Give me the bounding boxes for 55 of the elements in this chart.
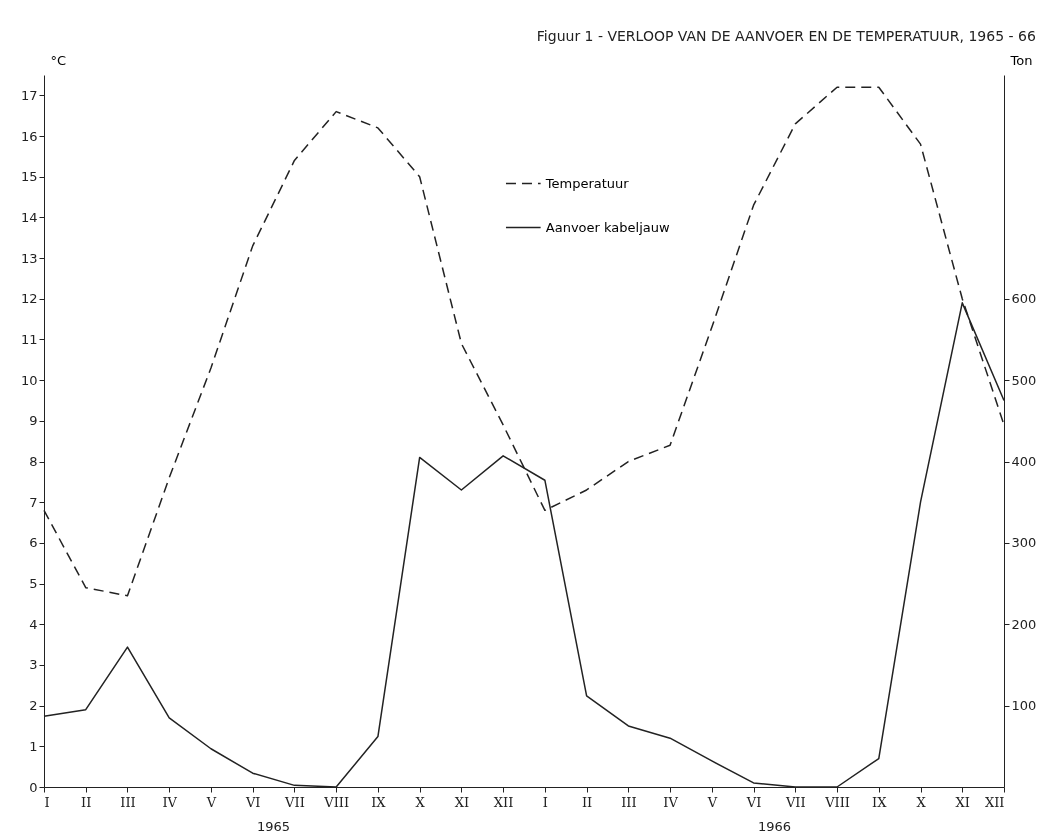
x-tick-label: XI [454, 794, 470, 810]
x-tick-label: X [415, 794, 426, 810]
y-tick-label: 4 [29, 616, 38, 632]
y2-tick-label: 200 [1011, 616, 1037, 632]
x-tick-label: IX [371, 794, 387, 810]
y-tick-label: 5 [29, 576, 38, 592]
x-tick-label: VII [784, 794, 806, 810]
x-tick-label: I [542, 794, 548, 810]
x-tick-label: VII [284, 794, 305, 810]
x-tick-label: III [621, 794, 637, 810]
y-tick-label: 15 [20, 169, 38, 185]
y-tick-label: 14 [20, 209, 38, 225]
y-tick-label: 1 [29, 738, 38, 754]
x-tick-label: V [706, 794, 718, 810]
y2-tick-label: 300 [1011, 535, 1037, 551]
y-tick-label: 7 [29, 494, 38, 510]
x-tick-label: XI [955, 794, 970, 810]
x-tick-label: III [120, 794, 136, 810]
x-tick-label: II [581, 794, 593, 810]
y-tick-label: 11 [20, 331, 38, 347]
x-tick-label: XII [493, 794, 514, 810]
x-tick-label: XII [984, 794, 1005, 810]
x-tick-label: VIII [323, 794, 350, 810]
y-tick-label: 12 [20, 291, 38, 307]
x-tick-label: II [81, 794, 92, 810]
y2-tick-label: 400 [1011, 454, 1037, 470]
y2-tick-label: 600 [1011, 291, 1037, 307]
y-tick-label: 0 [29, 779, 38, 795]
y-tick-label: 6 [29, 535, 38, 551]
y-tick-label: 13 [20, 250, 38, 266]
x-tick-label: V [205, 794, 217, 810]
y-tick-label: 10 [20, 372, 38, 388]
x-tick-label: I [44, 794, 50, 810]
y-tick-label: 16 [20, 128, 38, 144]
y2-tick-label: 500 [1011, 372, 1037, 388]
y-tick-label: 3 [29, 657, 38, 673]
x-tick-label: VIII [824, 794, 850, 810]
y-tick-label: 2 [29, 698, 38, 714]
legend-label: Aanvoer kabeljauw [545, 219, 670, 235]
chart-title: Figuur 1 - VERLOOP VAN DE AANVOER EN DE TEMPERATUUR, 1965 - 66 [536, 28, 1036, 44]
y-tick-label: 17 [20, 87, 38, 103]
x-tick-label: IX [872, 794, 888, 810]
text: 1966 [757, 819, 791, 834]
y-tick-label: 8 [29, 454, 38, 470]
x-tick-label: X [916, 794, 927, 810]
x-tick-label: IV [162, 794, 178, 810]
x-tick-label: VI [244, 794, 261, 810]
y2-axis-title: Ton [1009, 52, 1033, 68]
y2-tick-label: 100 [1011, 698, 1037, 714]
x-tick-label: IV [663, 794, 679, 810]
legend-label: Temperatuur [544, 175, 630, 191]
x-tick-label: VI [745, 794, 762, 810]
y-tick-label: 9 [29, 413, 38, 429]
text: 1965 [257, 819, 291, 834]
y-axis-title: °C [50, 52, 67, 68]
